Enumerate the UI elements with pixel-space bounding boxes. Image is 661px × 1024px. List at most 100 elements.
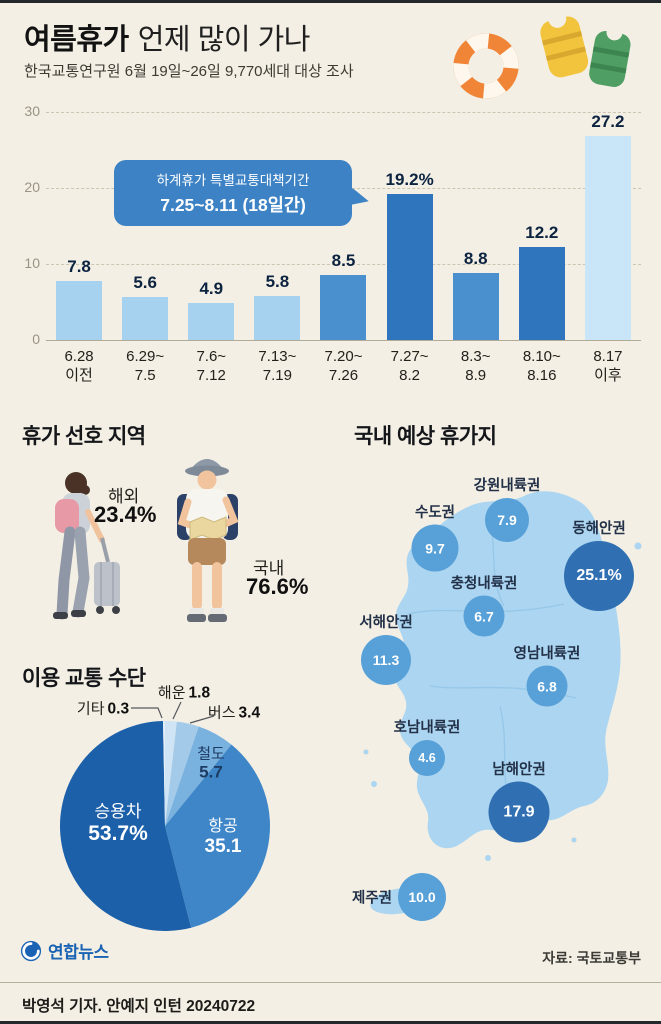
overseas-label: 해외 [108, 487, 140, 506]
region-bubble-강원내륙권: 7.9 [485, 498, 529, 542]
region-label-강원내륙권: 강원내륙권 [473, 478, 541, 494]
bar-column: 8.8 [443, 112, 509, 340]
bar-category-label: 7.6~ 7.12 [196, 348, 227, 385]
pie-slice-철도 [165, 726, 232, 826]
region-label-충청내륙권: 충청내륙권 [450, 575, 518, 592]
etc-value: 0.3 [107, 700, 130, 718]
preference-title: 휴가 선호 지역 [22, 425, 146, 448]
bar [584, 136, 631, 340]
bar-value-label: 8.5 [331, 251, 356, 271]
bar-category-label: 7.13~ 7.19 [258, 348, 297, 385]
bus-label: 버스 [207, 704, 236, 722]
region-label-영남내륙권: 영남내륙권 [513, 645, 581, 662]
bar [122, 297, 169, 340]
air-label: 항공 [208, 817, 238, 835]
bar [320, 275, 367, 340]
bar-value-label: 5.6 [133, 273, 157, 293]
pie-slice-기타 [163, 721, 165, 826]
bar [452, 273, 499, 340]
bar-column: 19.2% [377, 112, 443, 340]
beach-illustration [446, 4, 646, 109]
bar-value-label: 19.2% [385, 170, 434, 190]
bar-category-label: 8.10~ 8.16 [522, 348, 561, 385]
preference-section: 휴가 선호 지역 해외 23.4% [18, 416, 338, 660]
bar-column: 27.2 [575, 112, 641, 340]
pie-label-rail: 철도 5.7 [197, 746, 225, 783]
pie-slice-항공 [165, 744, 270, 928]
destinations-title: 국내 예상 휴가지 [354, 425, 497, 448]
rail-value: 5.7 [199, 762, 223, 782]
bar [386, 194, 433, 340]
bar [188, 302, 235, 340]
bar [518, 247, 565, 340]
bus-value: 3.4 [238, 704, 261, 722]
traveler-overseas-illustration [53, 472, 120, 620]
destinations-section: 국내 예상 휴가지 수도권 9.7 강원내륙 [336, 416, 661, 976]
callout-line1: 하계휴가 특별교통대책기간 [156, 173, 310, 188]
pie-label-bus: 버스 3.4 [208, 702, 260, 723]
pie-slice-해운 [165, 721, 177, 826]
air-value: 35.1 [204, 836, 242, 858]
bar-value-label: 12.2 [525, 223, 559, 243]
life-vest-green-icon [589, 24, 631, 87]
page-title-rest: 언제 많이 가나 [137, 24, 311, 56]
bar-value-label: 4.9 [199, 278, 224, 298]
domestic-value: 76.6% [246, 574, 309, 599]
pie-label-etc: 기타 0.3 [77, 698, 129, 719]
bar-column: 5.8 [244, 112, 310, 340]
region-label-호남내륙권: 호남내륙권 [393, 720, 461, 736]
bar-value-label: 27.2 [591, 112, 625, 131]
pie-label-air: 항공 35.1 [205, 818, 242, 858]
gridline-30 [46, 112, 641, 113]
pie-label-car: 승용차 53.7% [88, 802, 148, 846]
bar-column: 7.8 [46, 112, 112, 340]
page-title: 여름휴가 언제 많이 가나 [24, 16, 310, 58]
life-ring-icon [453, 33, 519, 99]
page-subtitle: 한국교통연구원 6월 19일~26일 9,770세대 대상 조사 [24, 63, 354, 80]
traffic-period-callout: 하계휴가 특별교통대책기간 7.25~8.11 (18일간) [114, 160, 371, 226]
region-label-제주권: 제주권 [351, 890, 392, 907]
bar-value-label: 5.8 [265, 271, 290, 291]
bar [254, 295, 301, 340]
domestic-label: 국내 [253, 559, 285, 578]
pie-slice-승용차 [59, 721, 192, 932]
region-label-남해안권: 남해안권 [492, 761, 546, 778]
y-tick-10: 10 [24, 255, 40, 271]
region-label-동해안권: 동해안권 [572, 521, 626, 537]
callout-line2: 7.25~8.11 (18일간) [160, 195, 306, 215]
bar-categories: 6.28 이전 6.29~ 7.5 7.6~ 7.12 7.13~ 7.19 7.20~ 7.26… [46, 347, 641, 385]
etc-label: 기타 [76, 700, 105, 718]
car-value: 53.7% [88, 821, 148, 845]
bar-column: 8.5 [310, 112, 376, 340]
bar-category-label: 6.29~ 7.5 [126, 348, 165, 385]
page-title-bold: 여름휴가 [24, 24, 129, 56]
rail-label: 철도 [197, 745, 225, 763]
pie-label-ship: 해운 1.8 [158, 682, 210, 703]
yonhap-logo-text: 연합뉴스 [48, 943, 109, 962]
gridline-10 [46, 264, 641, 265]
bar-category-label: 7.20~ 7.26 [324, 348, 363, 385]
pie-slice-버스 [165, 721, 199, 826]
y-tick-0: 0 [32, 331, 40, 347]
y-tick-30: 30 [24, 103, 40, 119]
bar-value-label: 8.8 [463, 249, 488, 269]
bar-column: 12.2 [509, 112, 575, 340]
transport-title: 이용 교통 수단 [22, 667, 146, 690]
korea-map: 수도권 9.7 강원내륙권 7.9 동해안권 25.1% 충청내륙권 6.7 서해안권 11.3 영… [338, 454, 660, 969]
bar-column: 4.9 [178, 112, 244, 340]
pie-chart [59, 721, 270, 932]
y-tick-20: 20 [24, 179, 40, 195]
overseas-value: 23.4% [94, 502, 157, 527]
top-rule [0, 0, 661, 3]
region-bubble-제주권: 10.0 [398, 873, 446, 921]
region-bubble-호남내륙권: 4.6 [409, 740, 445, 776]
ship-value: 1.8 [188, 684, 211, 702]
bar-category-label: 8.3~ 8.9 [460, 348, 491, 385]
ship-label: 해운 [157, 684, 186, 702]
region-label-수도권: 수도권 [414, 504, 456, 521]
car-label: 승용차 [94, 802, 142, 822]
bar-chart: 30 20 10 0 7.8 5.6 4.9 5.8 8.5 19.2% 8.8 12.2 27… [0, 100, 661, 400]
bar-category-label: 6.28 이전 [64, 348, 94, 385]
reporter-credit: 박영석 기자. 안예지 인턴 20240722 [22, 998, 256, 1015]
